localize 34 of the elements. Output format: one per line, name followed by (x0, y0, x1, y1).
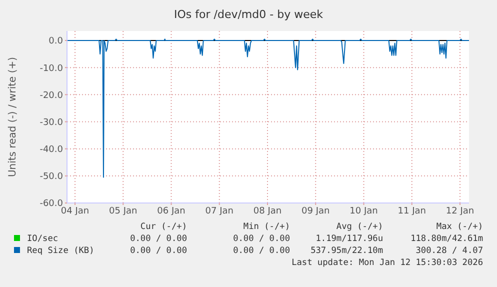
y-tick-label: -50.0 (40, 172, 64, 182)
text: 0.00 / 0.00 (233, 246, 290, 256)
chart-title: IOs for /dev/md0 - by week (173, 8, 324, 21)
x-tick-label: 08 Jan (253, 206, 282, 216)
text: 300.28 / 4.07 (416, 246, 483, 256)
x-tick-label: 05 Jan (109, 206, 138, 216)
text: Avg (-/+) (336, 222, 383, 232)
y-tick-label: -20.0 (40, 90, 64, 101)
text: Cur (-/+) (139, 222, 187, 232)
y-tick-label: -60.0 (40, 199, 64, 210)
text: 0.00 / 0.00 (130, 246, 187, 256)
x-tick-label: 04 Jan (60, 206, 90, 216)
text: Min (-/+) (243, 222, 290, 232)
x-tick-label: 06 Jan (157, 206, 186, 216)
legend-label: Req Size (KB) (26, 246, 94, 256)
y-tick-label: -40.0 (40, 145, 64, 156)
legend-label: IO/sec (26, 234, 58, 244)
y-tick-label: -10.0 (40, 64, 64, 74)
text: 1.19m/117.96u (316, 234, 383, 244)
text: 0.00 / 0.00 (129, 234, 187, 244)
text: 537.95m/22.10m (310, 246, 383, 256)
x-tick-label: 10 Jan (350, 206, 378, 216)
text: Max (-/+) (436, 222, 483, 232)
x-tick-label: 12 Jan (446, 206, 474, 216)
y-tick-label: 0.0 (48, 36, 64, 47)
y-tick-label: -30.0 (40, 118, 64, 128)
x-tick-label: 09 Jan (302, 206, 330, 216)
text: 0.00 / 0.00 (233, 234, 290, 244)
text: 118.80m/42.61m (410, 234, 483, 244)
x-tick-label: 11 Jan (398, 206, 426, 216)
x-tick-label: 07 Jan (205, 206, 234, 216)
text: Last update: Mon Jan 12 15:30:03 2026 (290, 258, 483, 268)
line-series (67, 38, 469, 178)
y-axis-title: Units read (-) / write (+) (8, 56, 19, 178)
